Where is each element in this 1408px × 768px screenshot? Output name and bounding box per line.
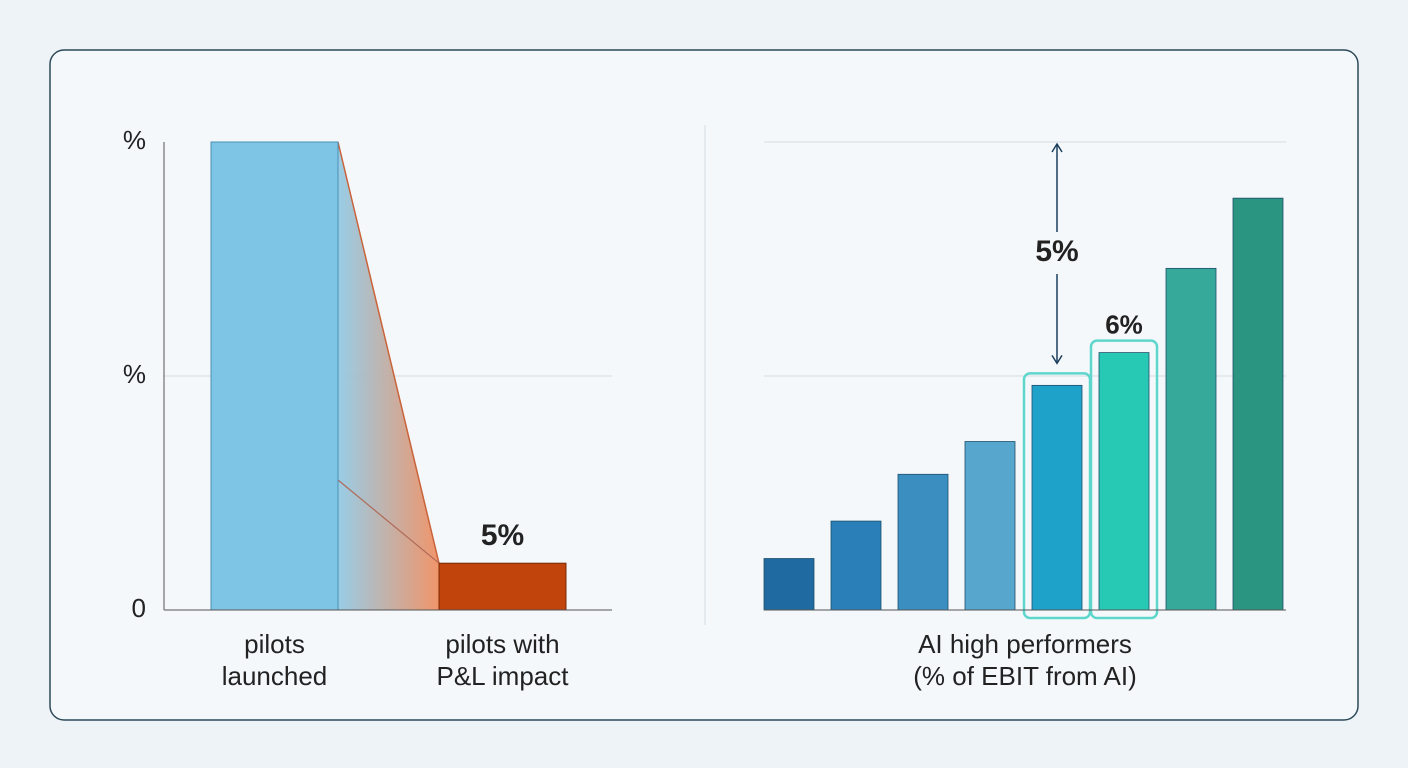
- x-tick-label: P&L impact: [437, 661, 570, 691]
- bar: [897, 473, 949, 611]
- bar: [1031, 384, 1083, 611]
- annotation: 5%: [481, 519, 524, 552]
- x-tick-label: pilots: [244, 629, 305, 659]
- funnel-edge: [337, 141, 440, 564]
- y-tick-label: %: [123, 125, 146, 155]
- bar: [763, 558, 815, 611]
- highlight-box: [1089, 339, 1159, 620]
- funnel-edge: [337, 479, 440, 564]
- bar: [438, 562, 567, 611]
- bar: [1232, 197, 1284, 611]
- arrow-head: [1051, 142, 1063, 153]
- x-axis-label: AI high performers: [918, 629, 1132, 659]
- y-tick-label: %: [123, 359, 146, 389]
- x-tick-label: launched: [222, 661, 328, 691]
- bar: [1165, 267, 1217, 611]
- y-tick-label: 0: [132, 593, 146, 623]
- annotation: 5%: [1035, 235, 1078, 268]
- bar: [1098, 352, 1150, 611]
- arrow-head: [1051, 354, 1063, 365]
- x-axis-label: (% of EBIT from AI): [913, 661, 1136, 691]
- bar: [830, 520, 882, 611]
- bar: [964, 441, 1016, 611]
- bar: [210, 141, 339, 611]
- x-tick-label: pilots with: [445, 629, 559, 659]
- annotation: 6%: [1105, 309, 1143, 339]
- funnel: [338, 142, 439, 610]
